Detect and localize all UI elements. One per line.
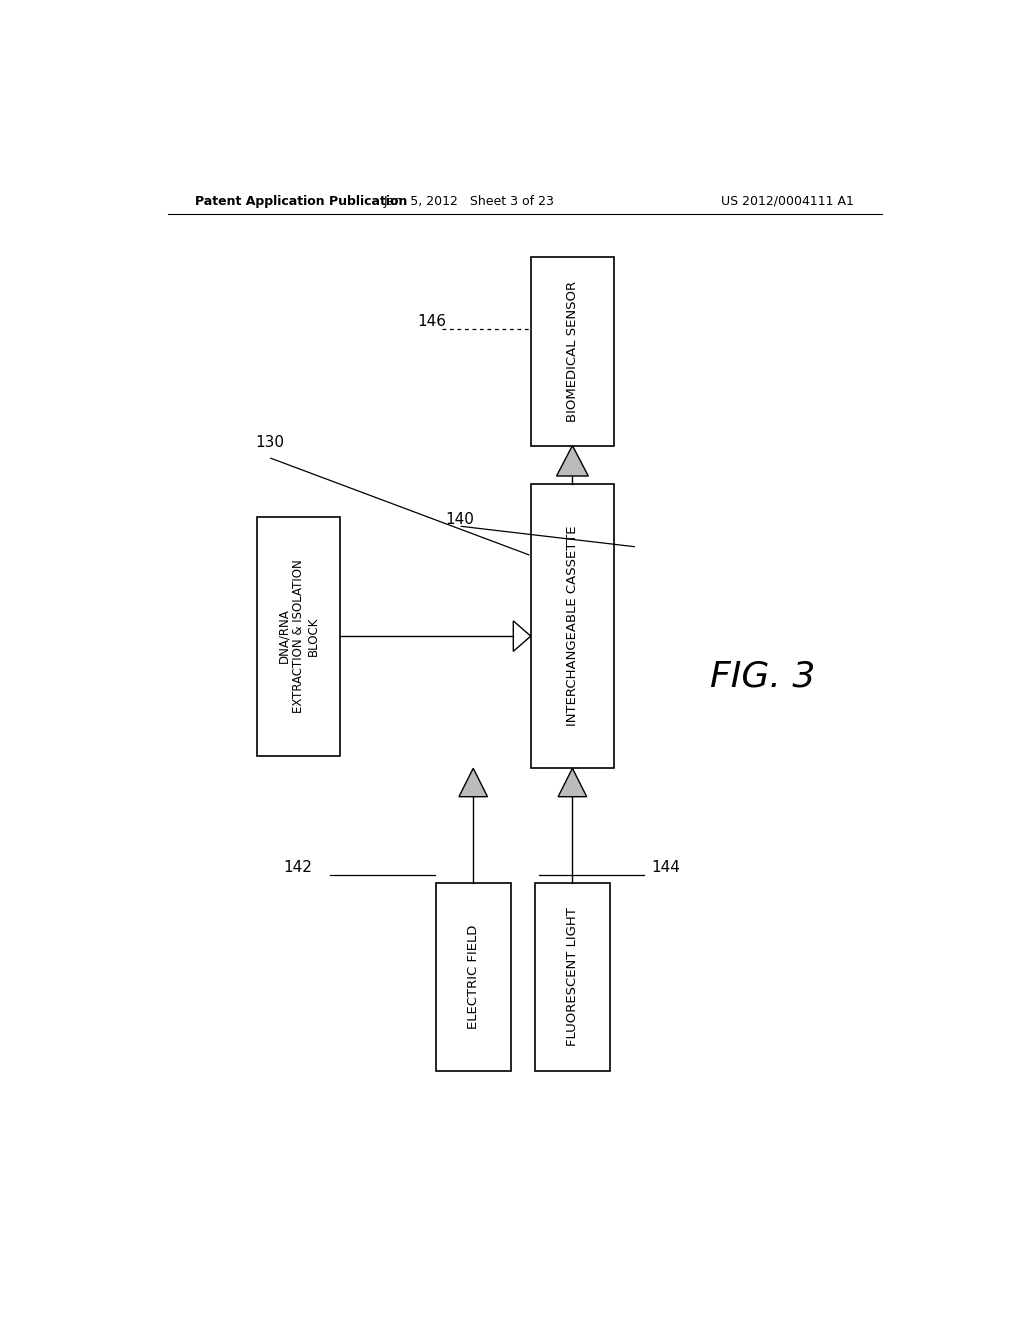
Polygon shape	[459, 768, 487, 797]
Text: 142: 142	[284, 861, 312, 875]
Bar	[530, 483, 614, 768]
Text: FIG. 3: FIG. 3	[711, 660, 815, 694]
Text: Patent Application Publication: Patent Application Publication	[196, 194, 408, 207]
Text: 130: 130	[255, 436, 284, 450]
Text: INTERCHANGEABLE CASSETTE: INTERCHANGEABLE CASSETTE	[566, 525, 579, 726]
Text: 146: 146	[418, 314, 446, 329]
Text: ELECTRIC FIELD: ELECTRIC FIELD	[467, 924, 479, 1028]
Polygon shape	[558, 768, 587, 797]
Text: BIOMEDICAL SENSOR: BIOMEDICAL SENSOR	[566, 281, 579, 422]
Text: DNA/RNA
EXTRACTION & ISOLATION
BLOCK: DNA/RNA EXTRACTION & ISOLATION BLOCK	[278, 560, 321, 713]
Bar	[530, 257, 614, 446]
Text: Jan. 5, 2012   Sheet 3 of 23: Jan. 5, 2012 Sheet 3 of 23	[384, 194, 555, 207]
Text: FLUORESCENT LIGHT: FLUORESCENT LIGHT	[566, 907, 579, 1045]
Bar	[257, 516, 340, 755]
Polygon shape	[557, 446, 588, 477]
Text: 144: 144	[652, 861, 681, 875]
Bar	[435, 883, 511, 1071]
Text: 140: 140	[445, 512, 474, 527]
Bar	[535, 883, 610, 1071]
Polygon shape	[513, 620, 530, 651]
Text: US 2012/0004111 A1: US 2012/0004111 A1	[721, 194, 854, 207]
